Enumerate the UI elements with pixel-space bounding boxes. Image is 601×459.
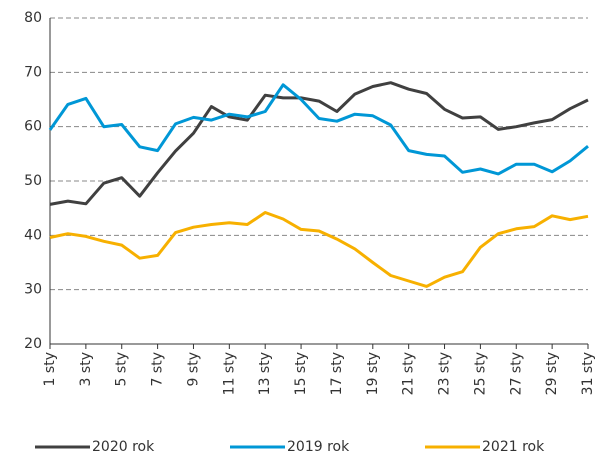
x-tick-label: 23 sty [437,352,453,395]
x-tick-label: 15 sty [293,352,309,395]
y-tick-label: 80 [24,10,42,26]
y-tick-label: 70 [24,64,42,80]
x-tick-label: 7 sty [150,352,166,386]
x-tick-label: 31 sty [580,352,596,395]
x-tick-label: 19 sty [365,352,381,395]
x-tick-label: 17 sty [329,352,345,395]
y-tick-label: 30 [24,282,42,298]
x-tick-label: 25 sty [472,352,488,395]
x-tick-label: 27 sty [508,352,524,395]
x-tick-label: 3 sty [78,352,94,386]
x-tick-label: 9 sty [185,352,201,386]
series-line [49,211,589,288]
x-tick-label: 21 sty [401,352,417,395]
y-tick-label: 20 [24,336,42,352]
legend-label: 2019 rok [287,439,350,455]
x-tick-label: 5 sty [114,352,130,386]
legend-label: 2021 rok [482,439,545,455]
x-tick-label: 29 sty [544,352,560,395]
y-tick-label: 60 [24,119,42,135]
x-tick-label: 11 sty [221,352,237,395]
x-tick-label: 13 sty [257,352,273,395]
series-line [49,81,589,206]
series-line [48,83,589,176]
x-tick-label: 1 sty [42,352,58,386]
y-tick-label: 40 [24,227,42,243]
legend-label: 2020 rok [92,439,155,455]
y-tick-label: 50 [24,173,42,189]
